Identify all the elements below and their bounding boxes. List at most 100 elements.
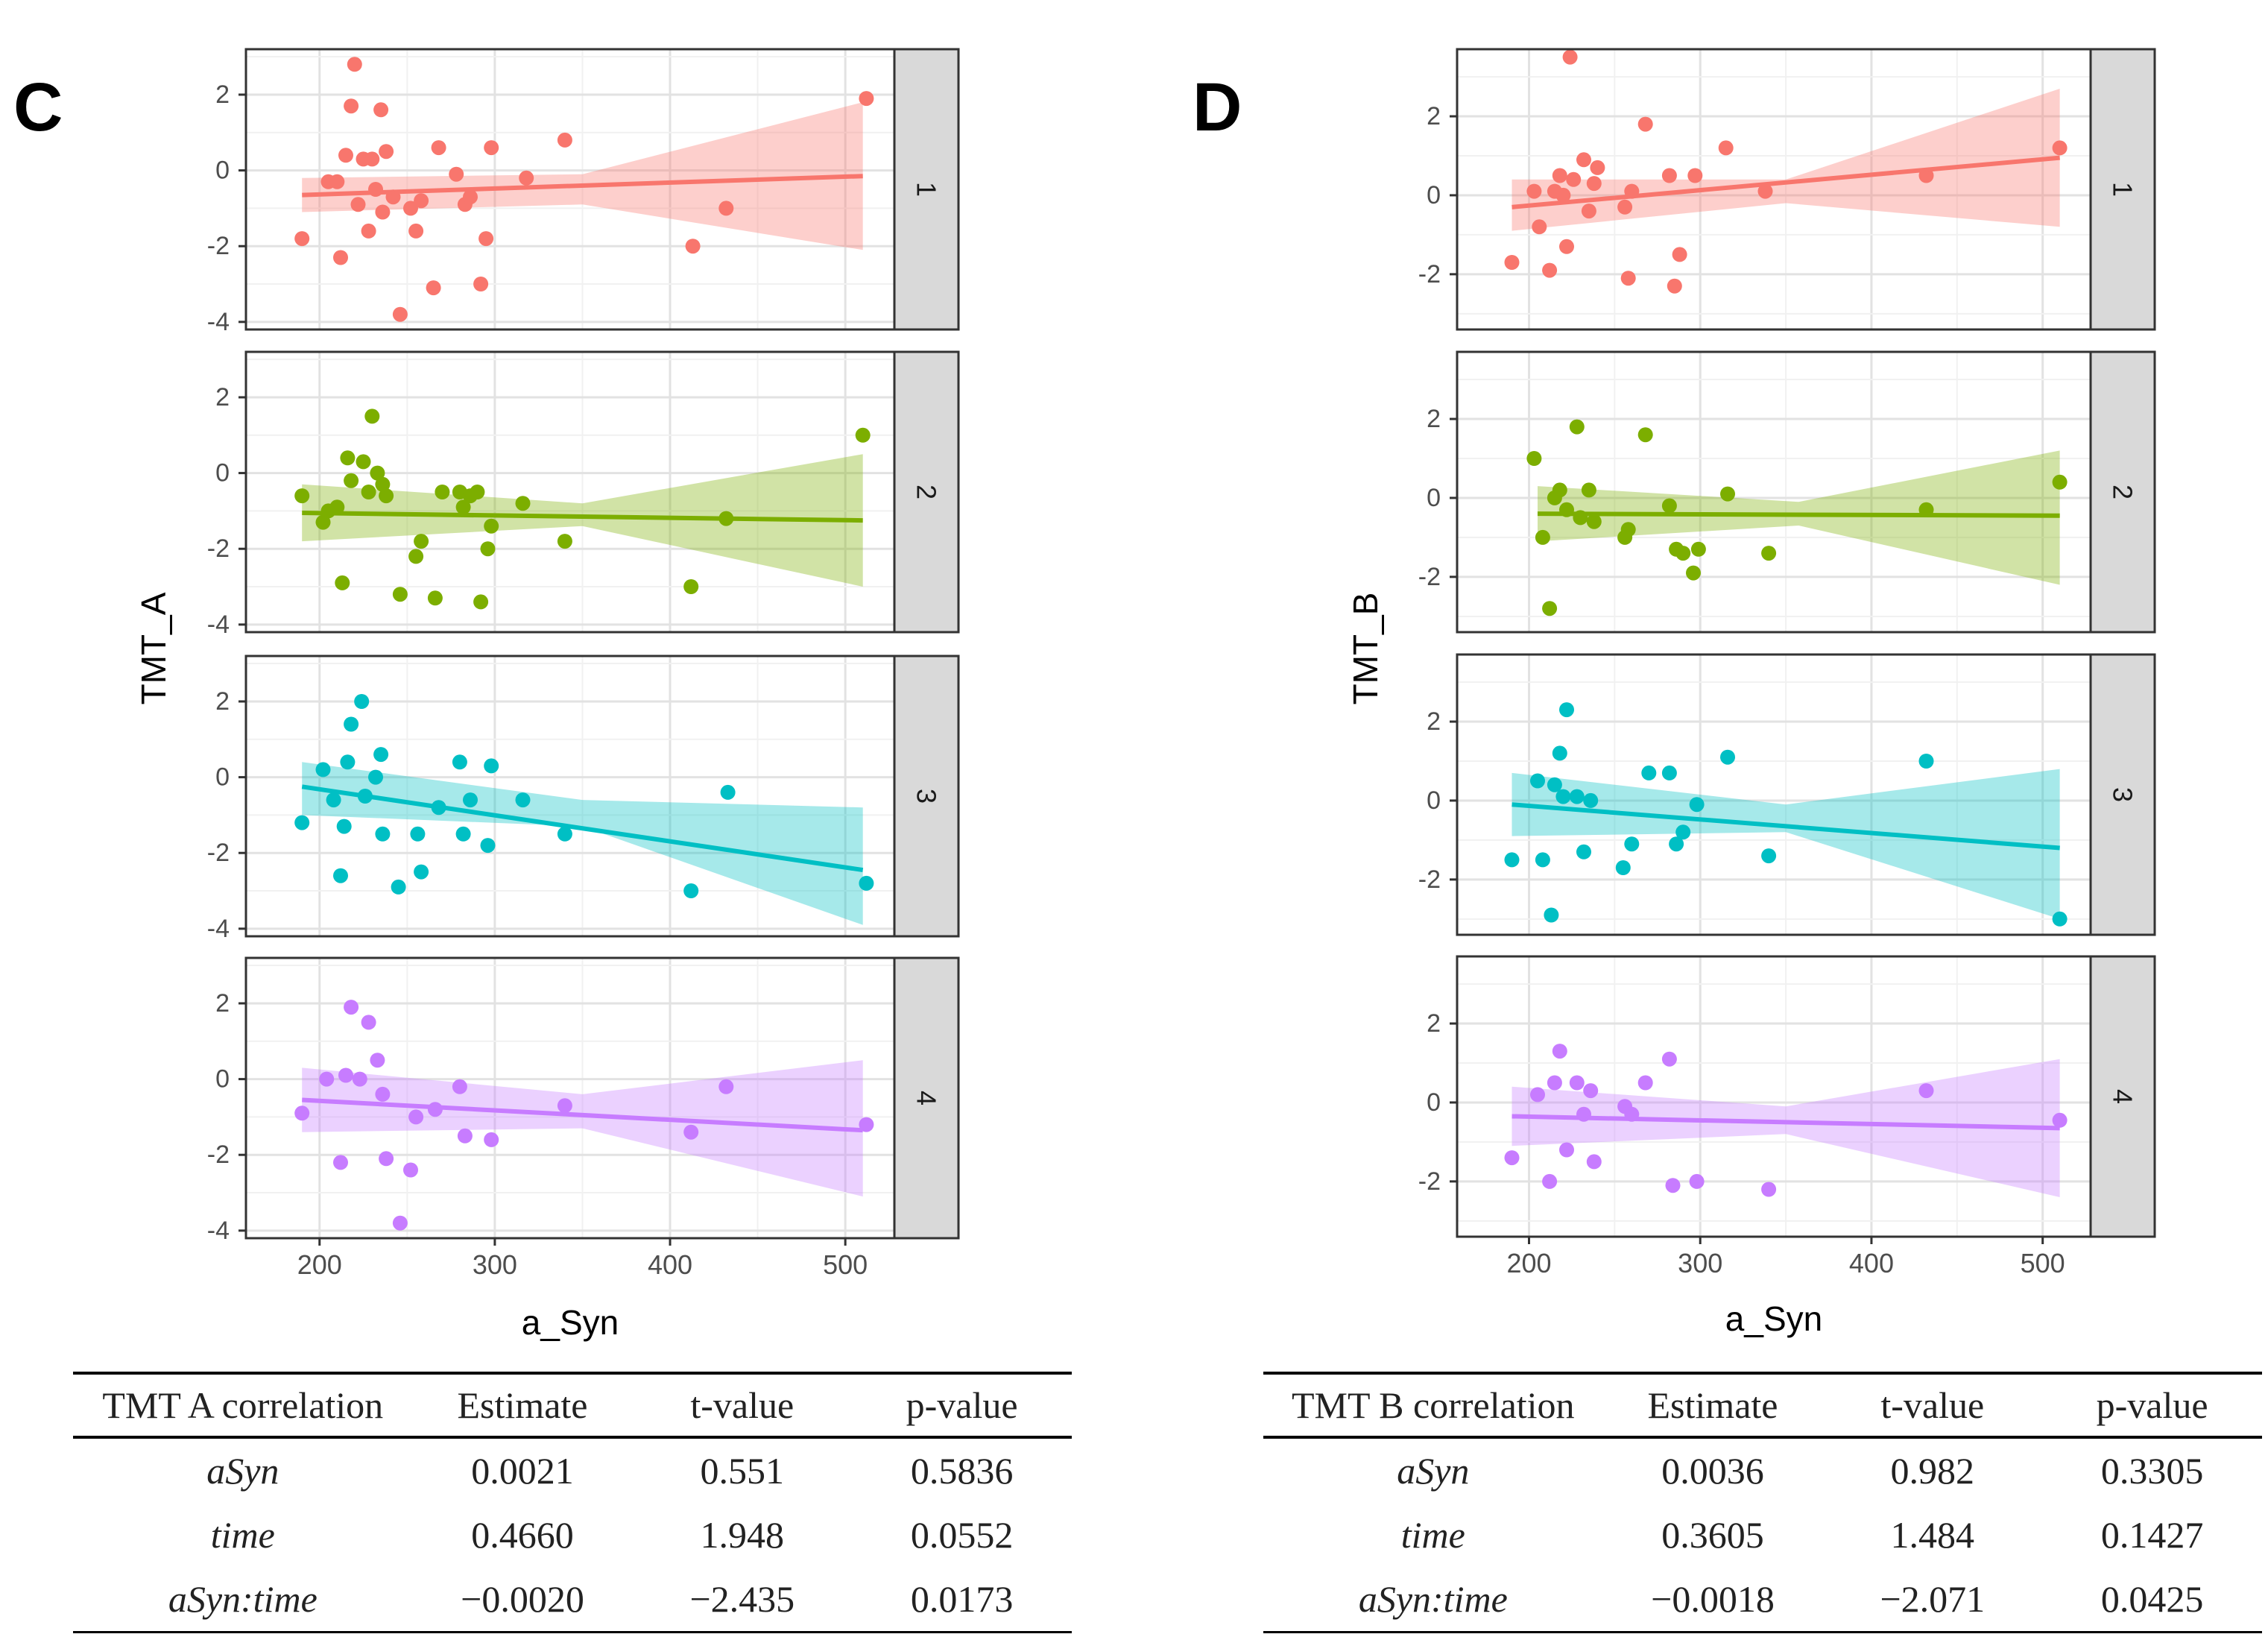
data-point xyxy=(515,792,531,808)
data-point xyxy=(1689,797,1705,813)
data-point xyxy=(414,534,429,549)
y-tick-label: 0 xyxy=(1427,1088,1441,1117)
data-point xyxy=(1566,171,1582,187)
facet-1: 1 2 0 -2 xyxy=(1418,48,2156,331)
x-tick-label: 200 xyxy=(1506,1248,1551,1278)
x-tick-label: 300 xyxy=(1678,1248,1722,1278)
data-point xyxy=(1672,247,1687,262)
data-point xyxy=(484,140,499,156)
x-tick-label: 300 xyxy=(473,1249,517,1280)
data-point xyxy=(720,784,736,800)
table-cell-term: time xyxy=(210,1514,275,1556)
data-point xyxy=(344,98,359,114)
data-point xyxy=(375,1086,391,1102)
data-point xyxy=(344,473,359,488)
data-point xyxy=(1761,546,1777,561)
table-cell: 0.551 xyxy=(700,1450,785,1492)
data-point xyxy=(1661,168,1677,183)
data-point xyxy=(484,758,499,774)
y-tick-label: -2 xyxy=(1418,260,1441,288)
data-point xyxy=(470,485,485,499)
data-point xyxy=(344,1000,359,1015)
regression-line xyxy=(302,174,863,198)
data-point xyxy=(1552,168,1567,183)
data-point xyxy=(427,590,443,606)
data-point xyxy=(1552,482,1567,498)
data-point xyxy=(1586,1154,1602,1170)
facet-background xyxy=(246,352,894,632)
data-point xyxy=(515,496,531,511)
data-point xyxy=(1544,907,1559,923)
y-tick-label: 2 xyxy=(215,383,230,411)
y-tick-label: 2 xyxy=(215,81,230,109)
table-cell: 1.948 xyxy=(700,1514,785,1556)
facet-strip-label: 3 xyxy=(2108,787,2138,802)
data-point xyxy=(333,868,348,883)
tmt-a-correlation-table: TMT A correlation Estimate t-value p-val… xyxy=(73,1372,1072,1633)
data-point xyxy=(1720,749,1735,765)
facet-strip-label: 1 xyxy=(912,182,942,197)
data-point xyxy=(1559,239,1574,254)
data-point xyxy=(370,1053,385,1068)
data-point xyxy=(315,762,331,778)
table-cell-term: aSyn xyxy=(206,1450,279,1492)
y-tick-label: 0 xyxy=(215,1065,230,1094)
data-point xyxy=(484,1132,499,1147)
facet-strip-label: 2 xyxy=(912,485,942,499)
data-point xyxy=(859,875,874,891)
confidence-band xyxy=(302,1060,863,1197)
data-point xyxy=(336,818,352,834)
table-cell: −0.0020 xyxy=(412,1567,633,1633)
data-point xyxy=(373,102,389,118)
facet-strip-label: 4 xyxy=(912,1091,942,1105)
data-point xyxy=(410,826,426,842)
table-header: Estimate xyxy=(412,1372,633,1439)
data-point xyxy=(1661,1051,1677,1067)
data-point xyxy=(1620,522,1636,537)
data-point xyxy=(1569,1075,1585,1091)
data-point xyxy=(338,148,353,163)
table-cell: −2.435 xyxy=(632,1567,853,1633)
confidence-band xyxy=(1538,450,2060,585)
data-point xyxy=(1535,529,1550,545)
x-axis-title: a_Syn xyxy=(1725,1299,1822,1338)
data-point xyxy=(379,1151,394,1167)
data-point xyxy=(356,454,371,470)
confidence-band xyxy=(1512,769,2060,919)
y-tick-label: 2 xyxy=(215,687,230,716)
data-point xyxy=(315,514,331,530)
data-point xyxy=(1665,1178,1681,1193)
data-point xyxy=(1552,1044,1567,1059)
data-point xyxy=(333,1155,348,1170)
y-tick-label: 0 xyxy=(1427,484,1441,512)
table-cell-term: aSyn xyxy=(1397,1450,1470,1492)
table-header: p-value xyxy=(2042,1372,2262,1439)
table-header: TMT B correlation xyxy=(1263,1372,1603,1439)
data-point xyxy=(408,549,424,564)
table-cell: −2.071 xyxy=(1822,1567,2043,1633)
data-point xyxy=(2052,140,2068,156)
data-point xyxy=(326,792,341,808)
data-point xyxy=(1576,844,1591,859)
table-cell: 1.484 xyxy=(1890,1514,1975,1556)
data-point xyxy=(463,189,478,205)
data-point xyxy=(1686,565,1701,581)
data-point xyxy=(449,166,464,182)
table-cell: 0.0021 xyxy=(471,1450,574,1492)
data-point xyxy=(1569,419,1585,435)
table-header: t-value xyxy=(1822,1372,2043,1439)
facet-strip xyxy=(893,350,960,634)
data-point xyxy=(1569,789,1585,804)
y-tick-label: 0 xyxy=(215,763,230,792)
data-point xyxy=(1576,152,1591,168)
y-tick-label: -2 xyxy=(207,839,230,867)
data-point xyxy=(373,747,389,763)
y-tick-label: -2 xyxy=(207,534,230,563)
data-point xyxy=(1530,773,1545,789)
data-point xyxy=(1667,278,1682,294)
data-point xyxy=(375,476,391,492)
data-point xyxy=(480,838,496,854)
data-point xyxy=(1562,49,1578,65)
data-point xyxy=(294,231,310,247)
data-point xyxy=(364,151,380,167)
